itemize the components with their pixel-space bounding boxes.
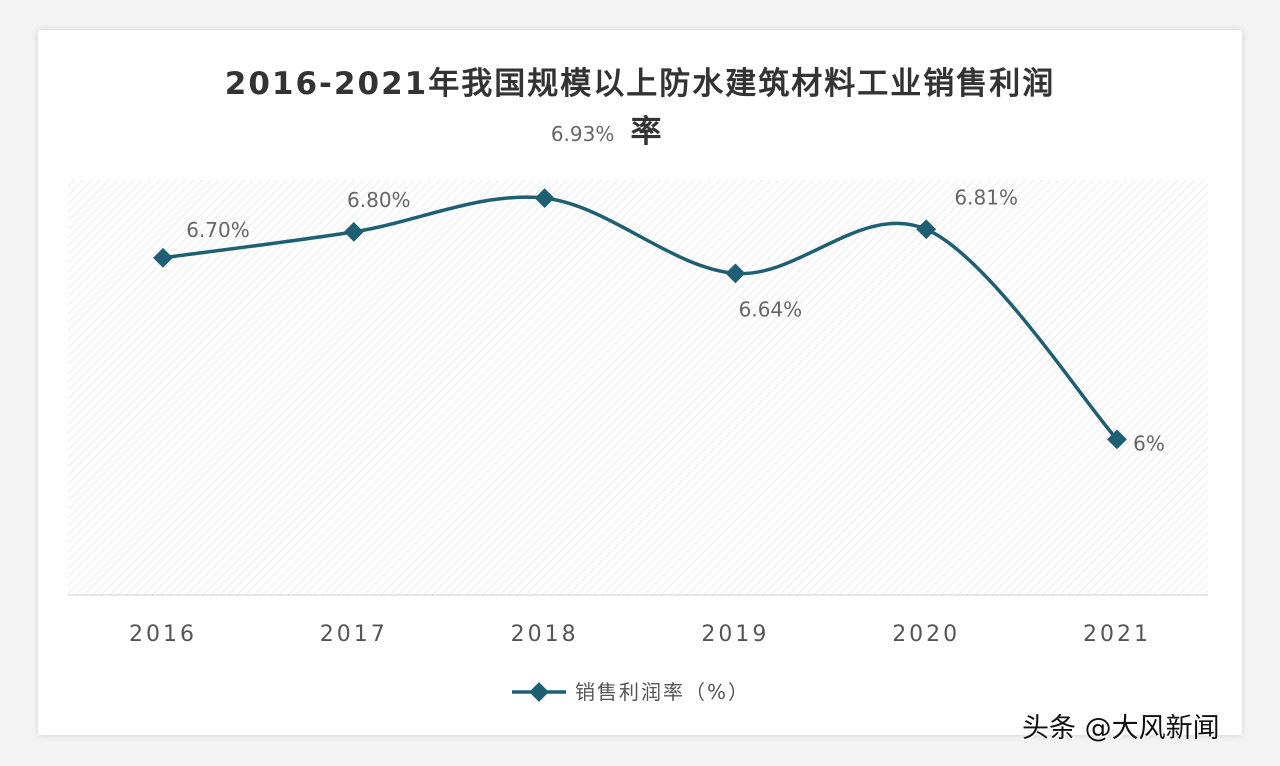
x-tick-label: 2016 xyxy=(129,622,197,647)
data-label: 6.70% xyxy=(186,218,250,242)
legend-marker xyxy=(529,682,549,702)
x-tick-label: 2018 xyxy=(511,622,579,647)
data-point-marker xyxy=(343,221,364,242)
data-point-marker xyxy=(725,263,746,284)
data-point-marker xyxy=(1107,429,1127,450)
data-label: 6.64% xyxy=(739,297,803,321)
chart-title-line2: 率 xyxy=(630,114,664,150)
x-tick-label: 2020 xyxy=(892,622,960,647)
watermark: 头条 @大风新闻 xyxy=(1022,713,1220,744)
legend-label: 销售利润率（%） xyxy=(575,680,750,704)
data-label: 6.80% xyxy=(347,188,411,212)
chart-title-line1: 2016-2021年我国规模以上防水建筑材料工业销售利润 xyxy=(224,66,1056,102)
data-label: 6.81% xyxy=(954,185,1018,209)
x-tick-label: 2017 xyxy=(320,622,388,647)
x-tick-label: 2019 xyxy=(701,622,769,647)
plot-area xyxy=(68,180,1208,595)
data-label: 6% xyxy=(1133,431,1165,455)
data-point-marker xyxy=(153,247,173,268)
data-label: 6.93% xyxy=(551,122,615,146)
x-tick-label: 2021 xyxy=(1083,622,1151,647)
